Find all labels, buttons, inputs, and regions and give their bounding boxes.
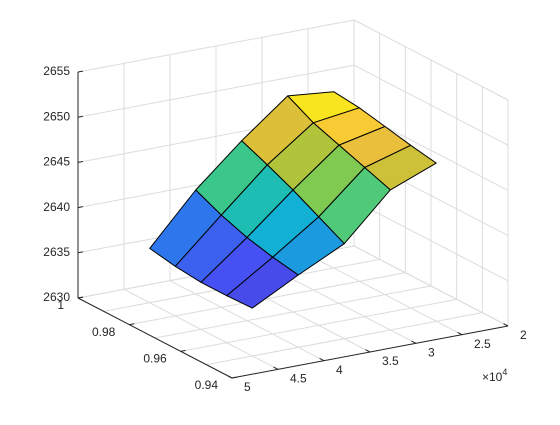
y-tick [180, 349, 186, 352]
z-tick-label: 2645 [43, 155, 70, 169]
z-tick [77, 296, 84, 299]
y-axis-line [77, 297, 233, 379]
x-tick [411, 340, 417, 344]
z-tick-label: 2650 [43, 109, 70, 123]
surface-layer [149, 91, 437, 309]
x-tick-label: 2.5 [474, 337, 491, 351]
tick-label-layer: 2630 2635 2640 2645 2650 2655 0.94 0.96 0.98 1 2 2.… [43, 64, 527, 394]
z-tick [77, 70, 84, 73]
x-tick-label: 4 [336, 363, 343, 377]
z-tick [77, 206, 84, 209]
z-tick-label: 2640 [43, 200, 70, 214]
x-tick [503, 323, 509, 327]
x-tick [457, 331, 463, 336]
z-tick-label: 2635 [43, 245, 70, 259]
z-tick-label: 2655 [43, 64, 70, 78]
x-tick [227, 375, 233, 379]
z-tick [77, 160, 84, 163]
x-tick [365, 349, 371, 353]
x-tick [273, 366, 279, 370]
surface-patch [226, 256, 299, 309]
z-tick [77, 251, 84, 254]
z-tick [77, 115, 84, 118]
x-tick-label: 5 [244, 380, 251, 394]
x-exponent-power: 4 [502, 367, 507, 377]
y-tick-label: 0.98 [92, 325, 116, 339]
gridline-floor-y [154, 285, 432, 339]
x-exponent-label: ×104 [482, 367, 507, 384]
y-tick [231, 376, 238, 379]
x-tick-label: 2 [520, 328, 527, 342]
y-tick-label: 1 [57, 298, 64, 312]
axes-layer [77, 70, 509, 379]
x-tick-label: 3.5 [382, 354, 399, 368]
x-tick-label: 4.5 [290, 371, 307, 385]
z-tick-label: 2630 [43, 290, 70, 304]
y-tick-label: 0.96 [143, 351, 167, 365]
gridline-floor-y [129, 272, 406, 326]
x-tick [319, 357, 325, 362]
gridline-floor-y [206, 312, 483, 366]
x-tick-label: 3 [428, 345, 435, 359]
y-tick [129, 323, 135, 326]
y-tick-label: 0.94 [195, 378, 219, 392]
gridline-floor-y [180, 298, 457, 352]
